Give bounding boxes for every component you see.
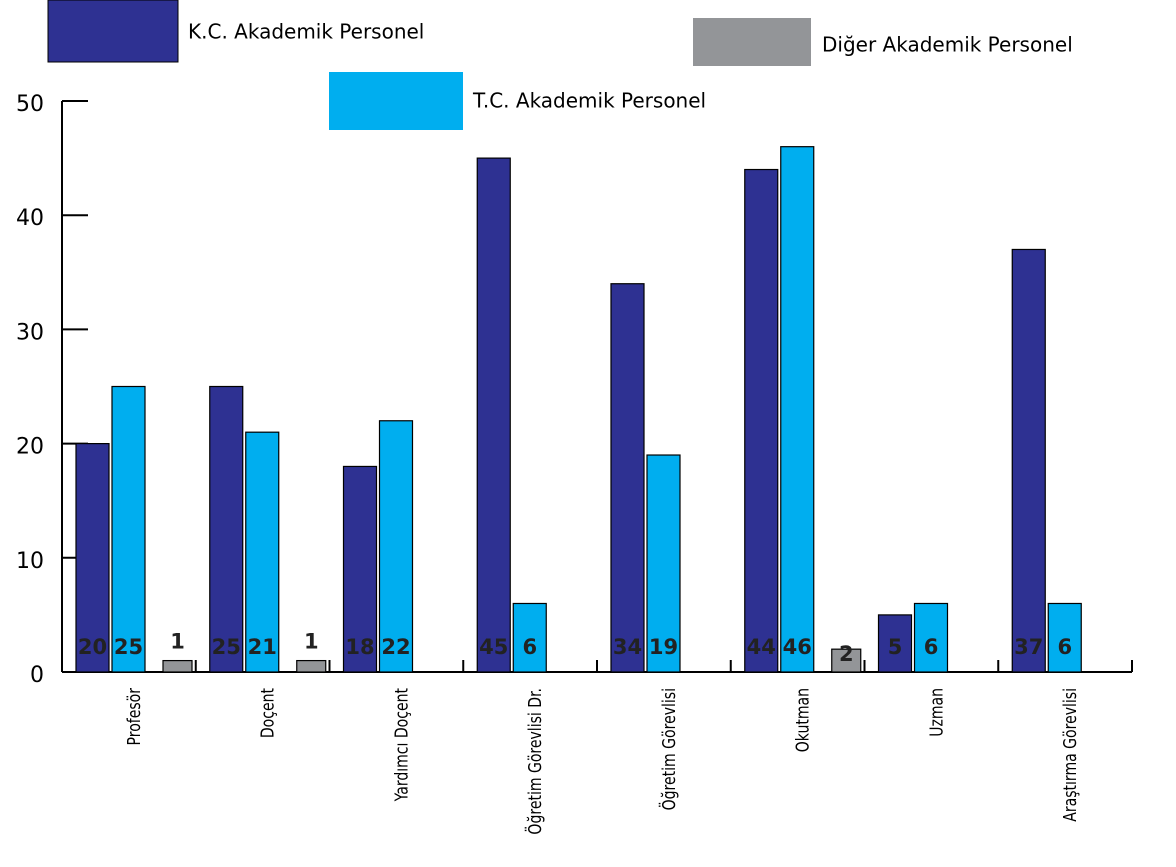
bar	[209, 385, 244, 673]
data-label: 44	[747, 635, 776, 659]
bar	[245, 431, 280, 673]
data-label: 25	[114, 635, 143, 659]
x-tick-label: Doçent	[257, 688, 278, 738]
x-tick-label: Öğretim Görevlisi	[658, 688, 679, 810]
data-label: 18	[345, 635, 374, 659]
bar	[1011, 248, 1046, 673]
legend-label: T.C. Akademik Personel	[472, 89, 706, 113]
bar	[610, 283, 645, 673]
data-label: 6	[924, 635, 939, 659]
bar	[913, 602, 949, 673]
legend-label: Diğer Akademik Personel	[822, 33, 1073, 57]
data-label: 6	[1057, 635, 1072, 659]
y-tick-label: 20	[16, 435, 44, 460]
data-label: 45	[479, 635, 508, 659]
y-tick-label: 10	[16, 549, 44, 574]
data-label: 21	[248, 635, 277, 659]
bar	[877, 614, 913, 673]
bar	[744, 168, 779, 673]
data-label: 22	[381, 635, 410, 659]
data-label: 20	[78, 635, 107, 659]
data-label: 5	[888, 635, 903, 659]
bar	[111, 385, 146, 673]
bar	[378, 420, 414, 673]
legend-label: K.C. Akademik Personel	[188, 20, 424, 44]
bar	[1047, 602, 1082, 673]
data-label: 1	[304, 630, 319, 654]
bar	[512, 602, 547, 673]
legend-swatch	[47, 0, 179, 63]
legend-swatch	[693, 18, 811, 66]
bar	[476, 157, 511, 673]
data-label: 46	[783, 635, 812, 659]
legend-swatch	[329, 72, 463, 130]
x-tick-label: Yardımcı Doçent	[391, 688, 412, 802]
bar	[162, 659, 193, 673]
y-tick-label: 50	[16, 92, 44, 117]
data-label: 2	[839, 642, 854, 666]
x-tick-label: Öğretim Görevlisi Dr.	[524, 688, 545, 835]
bar	[831, 648, 862, 673]
x-tick-label: Araştırma Görevlisi	[1059, 688, 1080, 822]
y-tick-label: 0	[30, 663, 44, 688]
data-label: 37	[1014, 635, 1043, 659]
x-tick-label: Uzman	[926, 688, 947, 737]
x-tick-label: Okutman	[792, 688, 813, 752]
bar	[296, 659, 327, 673]
data-label: 6	[522, 635, 537, 659]
y-tick-label: 40	[16, 206, 44, 231]
bar	[342, 465, 378, 673]
x-tick-label: Profesör	[123, 688, 144, 746]
bar	[646, 454, 681, 673]
data-label: 19	[649, 635, 678, 659]
data-label: 34	[613, 635, 642, 659]
data-label: 1	[170, 630, 185, 654]
data-label: 25	[212, 635, 241, 659]
y-tick-label: 30	[16, 320, 44, 345]
bar	[75, 443, 110, 673]
bar	[780, 146, 815, 673]
